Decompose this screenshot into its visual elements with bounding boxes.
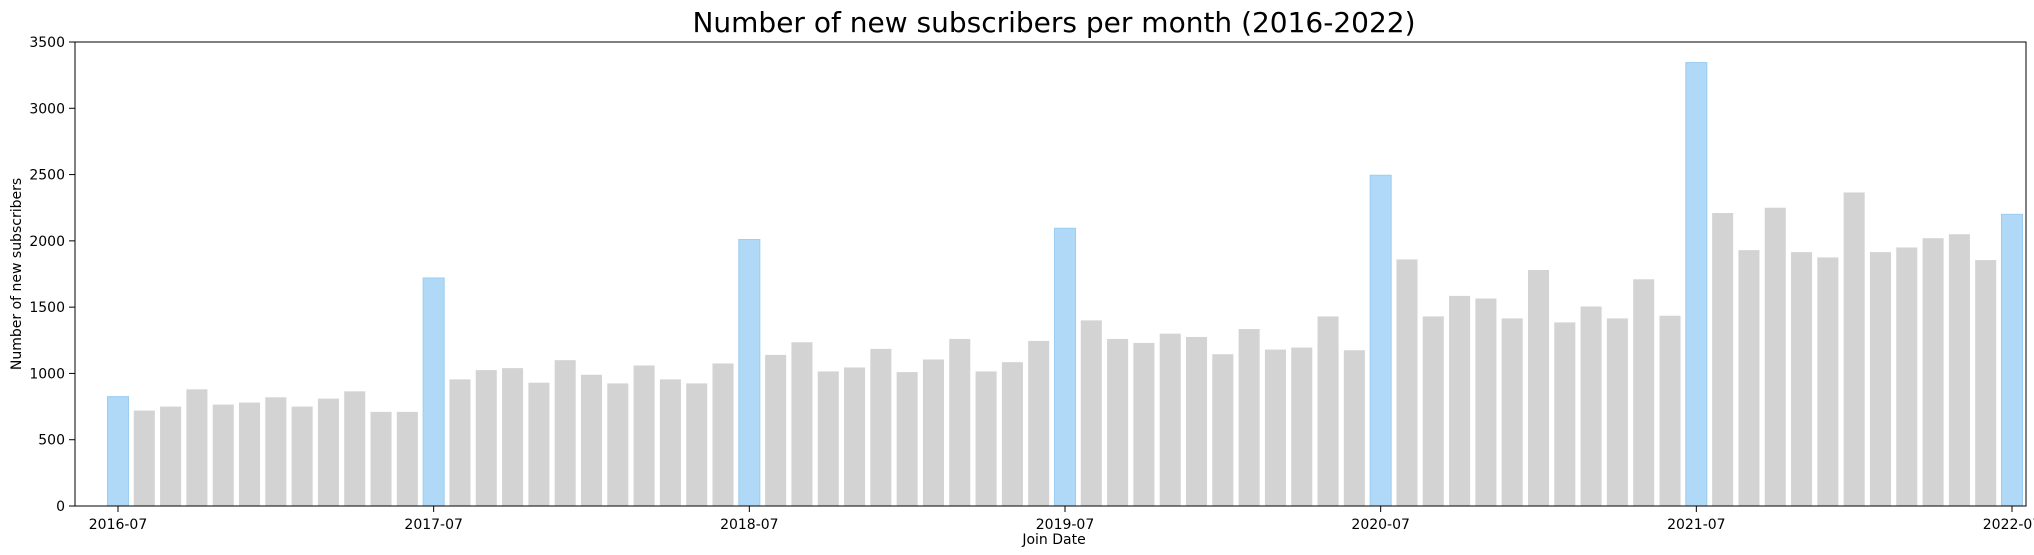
y-tick-label-3000: 3000 xyxy=(29,101,65,117)
bar-2019-07 xyxy=(1053,227,1077,507)
bar-2018-05 xyxy=(686,383,708,506)
bar-2016-09 xyxy=(160,406,182,506)
bar-2022-06 xyxy=(1975,260,1997,506)
bar-2018-10 xyxy=(817,371,839,506)
x-axis: 2016-07 2017-07 2018-07 2019-07 2020-07 2021-… xyxy=(89,506,2034,533)
x-tick-label-2018-07: 2018-07 xyxy=(720,517,779,533)
x-tick-label-2019-07: 2019-07 xyxy=(1036,517,1095,533)
x-axis-label: Join Date xyxy=(1021,532,1085,548)
bar-2021-03 xyxy=(1580,306,1602,506)
bar-2019-10 xyxy=(1133,342,1155,506)
y-tick-label-2500: 2500 xyxy=(29,168,65,184)
bar-2021-04 xyxy=(1606,318,1628,506)
bar-2021-06 xyxy=(1659,315,1681,506)
bar-2020-11 xyxy=(1475,298,1497,506)
bar-2021-02 xyxy=(1554,322,1576,506)
bar-2020-07 xyxy=(1369,174,1392,507)
bar-2021-10 xyxy=(1764,207,1786,506)
y-tick-label-1000: 1000 xyxy=(29,366,65,382)
bar-2017-06 xyxy=(396,411,418,506)
bar-2017-12 xyxy=(554,360,576,506)
bar-2016-12 xyxy=(239,402,261,506)
bar-2018-02 xyxy=(607,383,629,506)
bar-2022-04 xyxy=(1922,238,1944,506)
bar-2019-11 xyxy=(1159,333,1181,506)
bar-2018-08 xyxy=(765,354,787,506)
bar-2017-11 xyxy=(528,382,550,506)
bar-2017-01 xyxy=(265,397,287,506)
bars-group xyxy=(106,62,2024,507)
bar-2021-09 xyxy=(1738,250,1760,506)
y-tick-label-3500: 3500 xyxy=(29,35,65,51)
bar-2017-10 xyxy=(502,368,524,506)
bar-2022-07 xyxy=(2000,213,2024,507)
bar-2022-03 xyxy=(1896,247,1918,507)
y-tick-label-0: 0 xyxy=(56,499,65,515)
x-tick-label-2017-07: 2017-07 xyxy=(404,517,463,533)
bar-2022-02 xyxy=(1869,252,1891,506)
bar-2016-08 xyxy=(133,410,155,506)
bar-2019-09 xyxy=(1107,338,1129,506)
bar-2021-11 xyxy=(1791,252,1813,506)
x-tick-label-2022-07: 2022-07 xyxy=(1983,517,2034,533)
bar-2018-06 xyxy=(712,363,734,506)
bar-2021-12 xyxy=(1817,257,1839,506)
bar-2017-05 xyxy=(370,411,392,506)
bar-2022-05 xyxy=(1948,234,1970,507)
bar-2020-03 xyxy=(1264,349,1286,506)
bar-2020-08 xyxy=(1396,259,1418,506)
bar-2016-11 xyxy=(212,404,234,506)
x-tick-label-2020-07: 2020-07 xyxy=(1351,517,1410,533)
bar-2017-03 xyxy=(317,398,339,506)
x-tick-label-2021-07: 2021-07 xyxy=(1667,517,1726,533)
bar-2016-10 xyxy=(186,389,208,506)
bar-2017-02 xyxy=(291,406,313,506)
bar-2020-09 xyxy=(1422,316,1444,506)
bar-2018-04 xyxy=(659,379,681,506)
bar-2020-06 xyxy=(1343,350,1365,506)
bar-2019-03 xyxy=(949,338,971,506)
y-tick-label-500: 500 xyxy=(38,433,65,449)
bar-2018-11 xyxy=(844,367,866,506)
bar-2019-08 xyxy=(1080,320,1102,506)
plot-frame xyxy=(74,41,2027,507)
bar-2019-02 xyxy=(922,359,944,506)
y-axis-label: Number of new subscribers xyxy=(9,178,25,370)
x-tick-label-2016-07: 2016-07 xyxy=(89,517,148,533)
bar-2019-05 xyxy=(1001,362,1023,506)
bar-2017-07 xyxy=(422,277,445,507)
bar-2020-02 xyxy=(1238,329,1260,506)
bar-2018-12 xyxy=(870,348,892,506)
bar-2018-01 xyxy=(580,374,603,506)
bar-2017-08 xyxy=(449,379,471,506)
y-tick-label-1500: 1500 xyxy=(29,300,65,316)
bar-2020-01 xyxy=(1212,354,1234,506)
bar-2019-01 xyxy=(896,372,918,506)
bar-2021-05 xyxy=(1633,279,1655,506)
bar-2016-07 xyxy=(106,396,130,507)
bar-2020-04 xyxy=(1291,347,1313,506)
y-axis: 0 500 1000 1500 2000 2500 3000 3500 xyxy=(29,35,75,515)
bar-2021-01 xyxy=(1527,270,1550,506)
chart-title: Number of new subscribers per month (201… xyxy=(692,6,1415,39)
bar-2018-03 xyxy=(633,365,655,506)
bar-2021-07 xyxy=(1685,62,1708,507)
bar-2018-09 xyxy=(791,342,813,506)
bar-2021-08 xyxy=(1712,213,1734,506)
bar-2018-07 xyxy=(738,239,761,507)
bar-2019-12 xyxy=(1186,336,1208,506)
bar-2017-09 xyxy=(475,370,497,506)
bar-2020-12 xyxy=(1501,318,1523,506)
y-tick-label-2000: 2000 xyxy=(29,234,65,250)
bar-2019-04 xyxy=(975,371,997,506)
bar-2022-01 xyxy=(1843,192,1865,506)
bar-2020-10 xyxy=(1449,295,1471,506)
bar-2017-04 xyxy=(344,391,366,506)
bar-2019-06 xyxy=(1028,340,1050,506)
bar-2020-05 xyxy=(1317,316,1339,506)
